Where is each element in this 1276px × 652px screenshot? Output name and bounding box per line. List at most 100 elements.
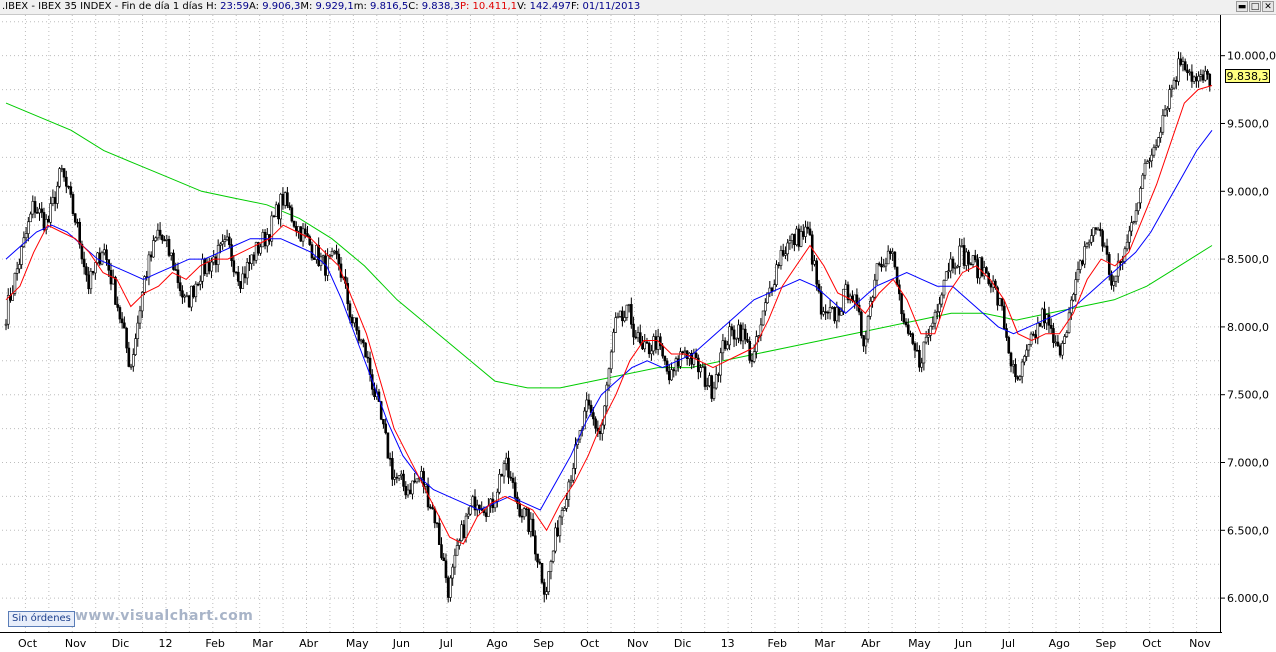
candle-body xyxy=(484,512,488,517)
header-field-key: A: xyxy=(248,1,260,12)
candle-body xyxy=(1034,334,1037,339)
candle-body xyxy=(1020,361,1024,377)
candle-body xyxy=(140,292,144,312)
candle-body xyxy=(1125,241,1129,250)
candle-body xyxy=(786,242,789,255)
candle-body xyxy=(1130,222,1133,232)
candle-body xyxy=(230,244,233,261)
candle-body xyxy=(822,311,825,315)
candle-body xyxy=(429,506,432,509)
candle-body xyxy=(871,296,874,302)
candle-body xyxy=(683,350,687,353)
candle-body xyxy=(1076,269,1080,280)
candle-body xyxy=(1052,328,1055,343)
candle-body xyxy=(1159,131,1162,138)
candle-body xyxy=(15,268,19,274)
minimize-button[interactable]: ▬ xyxy=(1236,1,1248,12)
candle-body xyxy=(91,270,95,274)
candle-body xyxy=(132,354,135,367)
candle-body xyxy=(169,252,173,256)
y-tick-label: 9.000,0 xyxy=(1227,185,1269,198)
candle-body xyxy=(734,337,738,340)
header-field-key: H: xyxy=(206,1,217,12)
candle-body xyxy=(906,324,910,334)
x-tick-label: Oct xyxy=(1142,637,1162,650)
candle-body xyxy=(272,215,276,218)
candle-body xyxy=(1179,58,1183,65)
candle-body xyxy=(435,522,439,525)
candle-body xyxy=(136,322,140,339)
candle-body xyxy=(1110,274,1113,286)
candle-body xyxy=(929,326,932,336)
candle-body xyxy=(129,365,133,368)
candle-body xyxy=(4,323,8,326)
candle-body xyxy=(1154,145,1158,148)
candle-body xyxy=(701,366,705,369)
candle-body xyxy=(819,291,823,315)
x-tick-label: Abr xyxy=(861,637,881,650)
candle-body xyxy=(446,577,450,598)
candle-body xyxy=(864,338,868,347)
candle-body xyxy=(478,504,481,509)
candle-body xyxy=(449,577,452,598)
candle-body xyxy=(35,212,39,214)
candle-body xyxy=(69,186,73,195)
candle-body xyxy=(290,207,294,222)
candle-body xyxy=(393,476,396,480)
y-tick-label: 10.000,0 xyxy=(1227,50,1276,63)
candle-body xyxy=(127,347,131,367)
candle-body xyxy=(980,257,984,277)
candle-body xyxy=(965,251,968,266)
candle-body xyxy=(527,509,530,532)
candle-body xyxy=(248,262,251,264)
candle-body xyxy=(944,271,948,281)
candle-body xyxy=(884,263,888,267)
candle-body xyxy=(793,234,796,246)
header-field-value: 9.816,5 xyxy=(366,1,409,12)
candle-body xyxy=(1161,115,1165,133)
candle-body xyxy=(518,503,521,517)
candle-body xyxy=(748,341,752,361)
candle-body xyxy=(866,316,870,340)
x-tick-label: Ago xyxy=(1048,637,1070,650)
x-tick-label: Mar xyxy=(252,637,273,650)
price-chart[interactable]: 6.000,0 6.500,0 7.000,0 7.500,0 8.000,0 8.500… xyxy=(0,15,1276,632)
x-tick-label: May xyxy=(345,637,369,650)
x-tick-label: Sep xyxy=(533,637,555,650)
header-field-key: V: xyxy=(517,1,527,12)
candle-body xyxy=(1007,337,1011,354)
candle-body xyxy=(1103,245,1107,248)
candle-body xyxy=(181,290,184,298)
candle-body xyxy=(634,336,638,339)
candle-body xyxy=(667,370,671,381)
candle-body xyxy=(723,340,727,350)
candle-body xyxy=(498,473,501,493)
candle-body xyxy=(960,245,964,247)
maximize-button[interactable]: □ xyxy=(1249,1,1261,12)
series-ma-mid xyxy=(5,129,1213,511)
candle-body xyxy=(1036,322,1040,339)
candle-body xyxy=(654,336,658,350)
candle-body xyxy=(413,480,417,483)
candle-body xyxy=(274,204,278,217)
candle-body xyxy=(85,266,88,276)
candle-body xyxy=(51,197,55,204)
candle-body xyxy=(739,324,743,342)
header-field-value: 9.906,3 xyxy=(259,1,301,12)
x-tick-label: Ago xyxy=(486,637,508,650)
candle-body xyxy=(73,213,77,223)
candle-body xyxy=(20,246,23,265)
candle-body xyxy=(67,185,70,188)
candle-body xyxy=(82,258,86,268)
x-tick-label: Abr xyxy=(299,637,319,650)
candle-body xyxy=(779,250,783,266)
candle-body xyxy=(1192,76,1196,82)
candle-body xyxy=(1063,336,1066,344)
candle-body xyxy=(40,208,44,213)
candle-body xyxy=(1137,202,1140,212)
close-button[interactable]: ✕ xyxy=(1262,1,1274,12)
orders-status-button[interactable]: Sin órdenes xyxy=(8,611,75,627)
x-tick-label: 12 xyxy=(158,637,173,650)
candle-body xyxy=(1166,108,1169,111)
candle-body xyxy=(951,258,955,269)
